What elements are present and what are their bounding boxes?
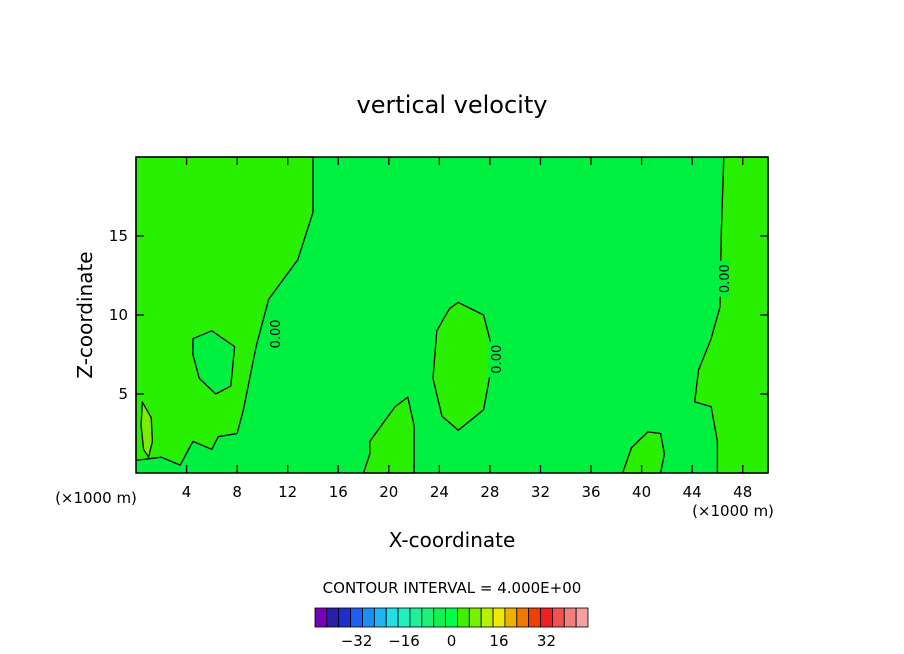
colorbar-swatch [314,607,328,628]
colorbar-swatch [575,607,589,628]
colorbar-tick-label: 0 [447,632,457,650]
x-tick-label: 36 [581,483,600,501]
colorbar-swatch [468,607,482,628]
contour-label-text: 0.00 [490,345,505,374]
chart-title: vertical velocity [357,91,548,119]
colorbar-swatch [373,607,387,628]
contour-label: 0.00 [715,260,733,297]
x-tick-label: 28 [480,483,499,501]
colorbar-swatch [504,607,518,628]
colorbar-tick-label: 16 [489,632,508,650]
colorbar-swatch [528,607,541,628]
colorbar-swatch [492,607,506,628]
x-tick-label: 20 [379,483,398,501]
contour-region-positive [362,396,415,474]
colorbar-swatch [350,607,363,628]
x-unit-right: (×1000 m) [692,502,774,520]
x-unit-left: (×1000 m) [55,489,137,507]
colorbar-swatch [540,607,553,628]
colorbar-swatch [385,607,399,628]
x-axis-label: X-coordinate [389,528,516,552]
x-tick-label: 12 [278,483,297,501]
colorbar-swatch [433,607,446,628]
colorbar-tick-labels: −32 −16 0 16 32 [341,632,556,650]
contour-label: 0.00 [267,315,284,352]
y-tick-label: 10 [109,306,128,324]
contour-region-positive [432,301,495,431]
x-tick-label: 8 [232,483,242,501]
colorbar-tick-label: −16 [388,632,420,650]
colorbar-swatch [551,607,565,628]
x-tick-label: 48 [733,483,752,501]
contour-label: 0.00 [488,341,505,378]
contour-region-positive [135,156,314,466]
colorbar-swatch [480,607,494,628]
contour-region-zero [192,330,236,395]
colorbar-swatch [421,607,435,628]
colorbar [314,607,589,628]
colorbar-swatch [326,607,340,628]
contour-lines [135,156,769,474]
x-tick-label: 44 [683,483,702,501]
colorbar-tick-label: 32 [537,632,556,650]
colorbar-swatch [516,607,530,628]
y-tick-label: 15 [109,227,128,245]
y-axis-label: Z-coordinate [73,251,97,378]
contour-interval-text: CONTOUR INTERVAL = 4.000E+00 [323,579,582,597]
contour-labels: 0.00 0.00 0.00 [267,260,733,378]
x-tick-label: 24 [430,483,449,501]
colorbar-swatch [409,607,423,628]
contour-region-higher [140,401,154,458]
colorbar-swatch [457,607,470,628]
x-tick-label: 4 [182,483,192,501]
colorbar-swatch [397,607,411,628]
colorbar-swatch [338,607,352,628]
y-tick-label: 5 [118,385,128,403]
colorbar-swatch [563,607,577,628]
x-axis-ticks: 4 8 12 16 20 24 28 32 36 40 44 48 [182,157,752,501]
y-axis-ticks: 5 10 15 [109,227,768,403]
x-tick-label: 32 [531,483,550,501]
colorbar-swatch [362,607,375,628]
colorbar-swatch [445,607,458,628]
x-tick-label: 40 [632,483,651,501]
colorbar-tick-label: −32 [341,632,373,650]
x-tick-label: 16 [329,483,348,501]
contour-label-text: 0.00 [269,319,284,348]
contour-label-text: 0.00 [718,264,733,293]
